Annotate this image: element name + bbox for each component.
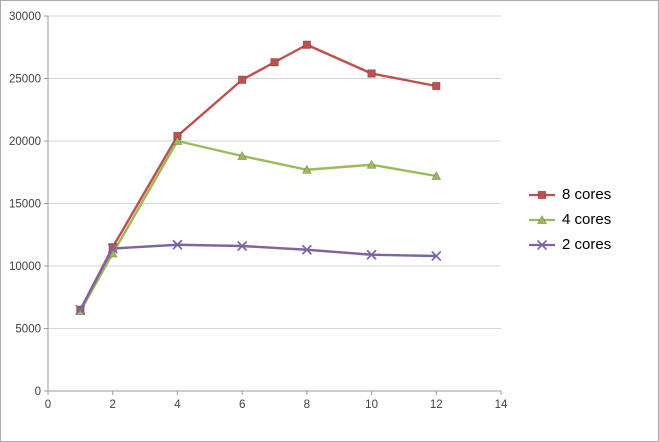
marker-triangle	[536, 214, 548, 225]
x-axis-tick-label: 4	[174, 399, 181, 411]
x-axis-tick-label: 6	[239, 399, 245, 411]
legend-label: 8 cores	[562, 186, 612, 203]
marker-x	[75, 304, 86, 315]
series-line-8-cores	[79, 43, 438, 311]
marker-triangle	[237, 150, 248, 161]
legend-marker-triangle-icon	[529, 214, 555, 225]
marker-x	[237, 241, 247, 251]
marker-x	[107, 243, 118, 254]
x-axis-tick-label: 2	[110, 399, 116, 411]
marker-square	[237, 75, 247, 84]
legend-marker-square-icon	[529, 190, 555, 200]
y-axis-tick-label: 20000	[9, 136, 41, 148]
legend-label: 2 cores	[562, 236, 612, 253]
marker-triangle	[366, 159, 377, 169]
y-axis-tick-label: 25000	[9, 74, 41, 86]
marker-triangle	[301, 164, 312, 174]
marker-square	[432, 81, 441, 91]
x-axis-tick-label: 8	[304, 399, 310, 411]
y-axis-tick-label: 15000	[9, 199, 41, 211]
y-axis-tick-label: 0	[35, 386, 41, 398]
marker-x	[366, 249, 377, 260]
marker-x	[537, 240, 547, 250]
y-axis-tick-label: 5000	[15, 324, 41, 336]
legend-item-2-cores: 2 cores	[528, 237, 611, 253]
series-line-2-cores	[79, 243, 438, 311]
marker-x	[172, 239, 183, 250]
x-axis-tick-label: 14	[495, 399, 508, 411]
marker-square	[302, 40, 312, 49]
marker-square	[270, 58, 279, 67]
marker-square	[367, 69, 376, 78]
legend-item-4-cores: 4 cores	[528, 212, 611, 228]
marker-square	[537, 190, 547, 200]
legend-marker-x-icon	[529, 240, 555, 250]
marker-triangle	[431, 170, 442, 181]
x-axis-tick-label: 10	[365, 399, 378, 411]
marker-x	[431, 251, 442, 261]
y-axis-tick-label: 10000	[9, 261, 41, 273]
legend-item-8-cores: 8 cores	[528, 187, 611, 203]
y-axis-tick-label: 30000	[9, 11, 41, 23]
marker-triangle	[172, 135, 183, 146]
chart-legend: 8 cores 4 cores 2 cores	[528, 187, 611, 253]
series-line-4-cores	[79, 139, 438, 313]
marker-x	[302, 244, 312, 255]
x-axis-tick-label: 0	[45, 399, 51, 411]
x-axis-tick-label: 12	[430, 399, 443, 411]
legend-label: 4 cores	[562, 211, 612, 228]
